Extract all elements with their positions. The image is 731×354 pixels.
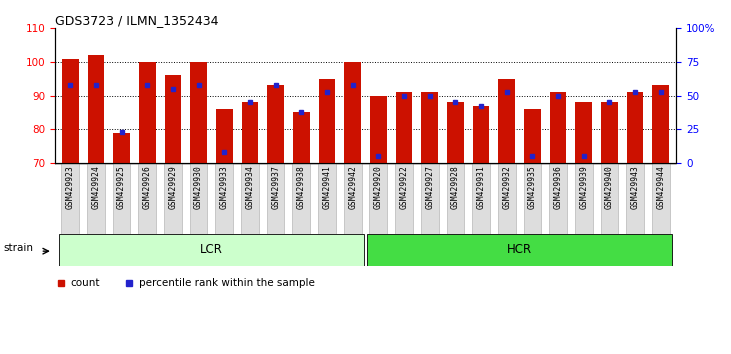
Bar	[395, 92, 412, 163]
Bar	[601, 102, 618, 163]
Bar	[164, 163, 182, 234]
Bar	[267, 163, 284, 234]
Text: GSM429944: GSM429944	[656, 165, 665, 209]
Bar	[139, 62, 156, 163]
Bar	[87, 163, 105, 234]
Text: GSM429931: GSM429931	[477, 165, 485, 209]
Text: GSM429924: GSM429924	[91, 165, 100, 209]
Text: GSM429925: GSM429925	[117, 165, 126, 209]
Bar	[88, 55, 105, 163]
Bar	[242, 102, 258, 163]
Text: GSM429940: GSM429940	[605, 165, 614, 209]
Text: GSM429923: GSM429923	[66, 165, 75, 209]
Text: GSM429933: GSM429933	[220, 165, 229, 209]
Bar	[447, 102, 463, 163]
Text: GDS3723 / ILMN_1352434: GDS3723 / ILMN_1352434	[55, 14, 219, 27]
Bar	[190, 62, 207, 163]
Bar	[549, 163, 567, 234]
Bar	[318, 163, 336, 234]
Bar	[575, 102, 592, 163]
Bar	[138, 163, 156, 234]
Bar	[652, 163, 670, 234]
Text: GSM429922: GSM429922	[400, 165, 409, 209]
Text: HCR: HCR	[507, 243, 532, 256]
Bar	[216, 163, 233, 234]
Bar	[319, 79, 336, 163]
Bar	[472, 163, 490, 234]
Text: GSM429930: GSM429930	[194, 165, 203, 209]
Bar	[473, 105, 489, 163]
Text: GSM429920: GSM429920	[374, 165, 383, 209]
Bar	[523, 163, 541, 234]
Text: GSM429941: GSM429941	[322, 165, 331, 209]
Text: GSM429943: GSM429943	[631, 165, 640, 209]
Text: strain: strain	[3, 243, 33, 253]
Bar	[190, 163, 208, 234]
Bar	[293, 113, 310, 163]
Bar	[653, 85, 669, 163]
Bar	[344, 62, 361, 163]
Text: GSM429929: GSM429929	[168, 165, 178, 209]
Bar	[62, 58, 78, 163]
Text: LCR: LCR	[200, 243, 223, 256]
Bar	[550, 92, 567, 163]
Bar	[499, 79, 515, 163]
Bar	[395, 163, 413, 234]
Bar	[241, 163, 259, 234]
Text: GSM429934: GSM429934	[246, 165, 254, 209]
Bar	[498, 163, 515, 234]
Bar	[216, 109, 232, 163]
Text: GSM429939: GSM429939	[579, 165, 588, 209]
Bar	[370, 96, 387, 163]
Bar	[524, 109, 541, 163]
Bar	[626, 163, 644, 234]
Bar	[369, 163, 387, 234]
Bar	[447, 163, 464, 234]
Bar	[164, 75, 181, 163]
Bar	[626, 92, 643, 163]
Text: GSM429938: GSM429938	[297, 165, 306, 209]
Bar	[268, 85, 284, 163]
Bar	[575, 163, 593, 234]
Text: GSM429927: GSM429927	[425, 165, 434, 209]
Text: GSM429936: GSM429936	[553, 165, 563, 209]
Text: count: count	[70, 278, 100, 288]
Bar	[344, 163, 362, 234]
Text: GSM429928: GSM429928	[451, 165, 460, 209]
Bar	[421, 163, 439, 234]
Bar	[368, 234, 672, 266]
Text: GSM429932: GSM429932	[502, 165, 511, 209]
Bar	[113, 132, 130, 163]
Text: GSM429942: GSM429942	[348, 165, 357, 209]
Text: GSM429926: GSM429926	[143, 165, 152, 209]
Text: GSM429937: GSM429937	[271, 165, 280, 209]
Bar	[113, 163, 130, 234]
Bar	[601, 163, 618, 234]
Bar	[59, 234, 363, 266]
Bar	[292, 163, 310, 234]
Text: GSM429935: GSM429935	[528, 165, 537, 209]
Bar	[421, 92, 438, 163]
Text: percentile rank within the sample: percentile rank within the sample	[139, 278, 314, 288]
Bar	[61, 163, 79, 234]
